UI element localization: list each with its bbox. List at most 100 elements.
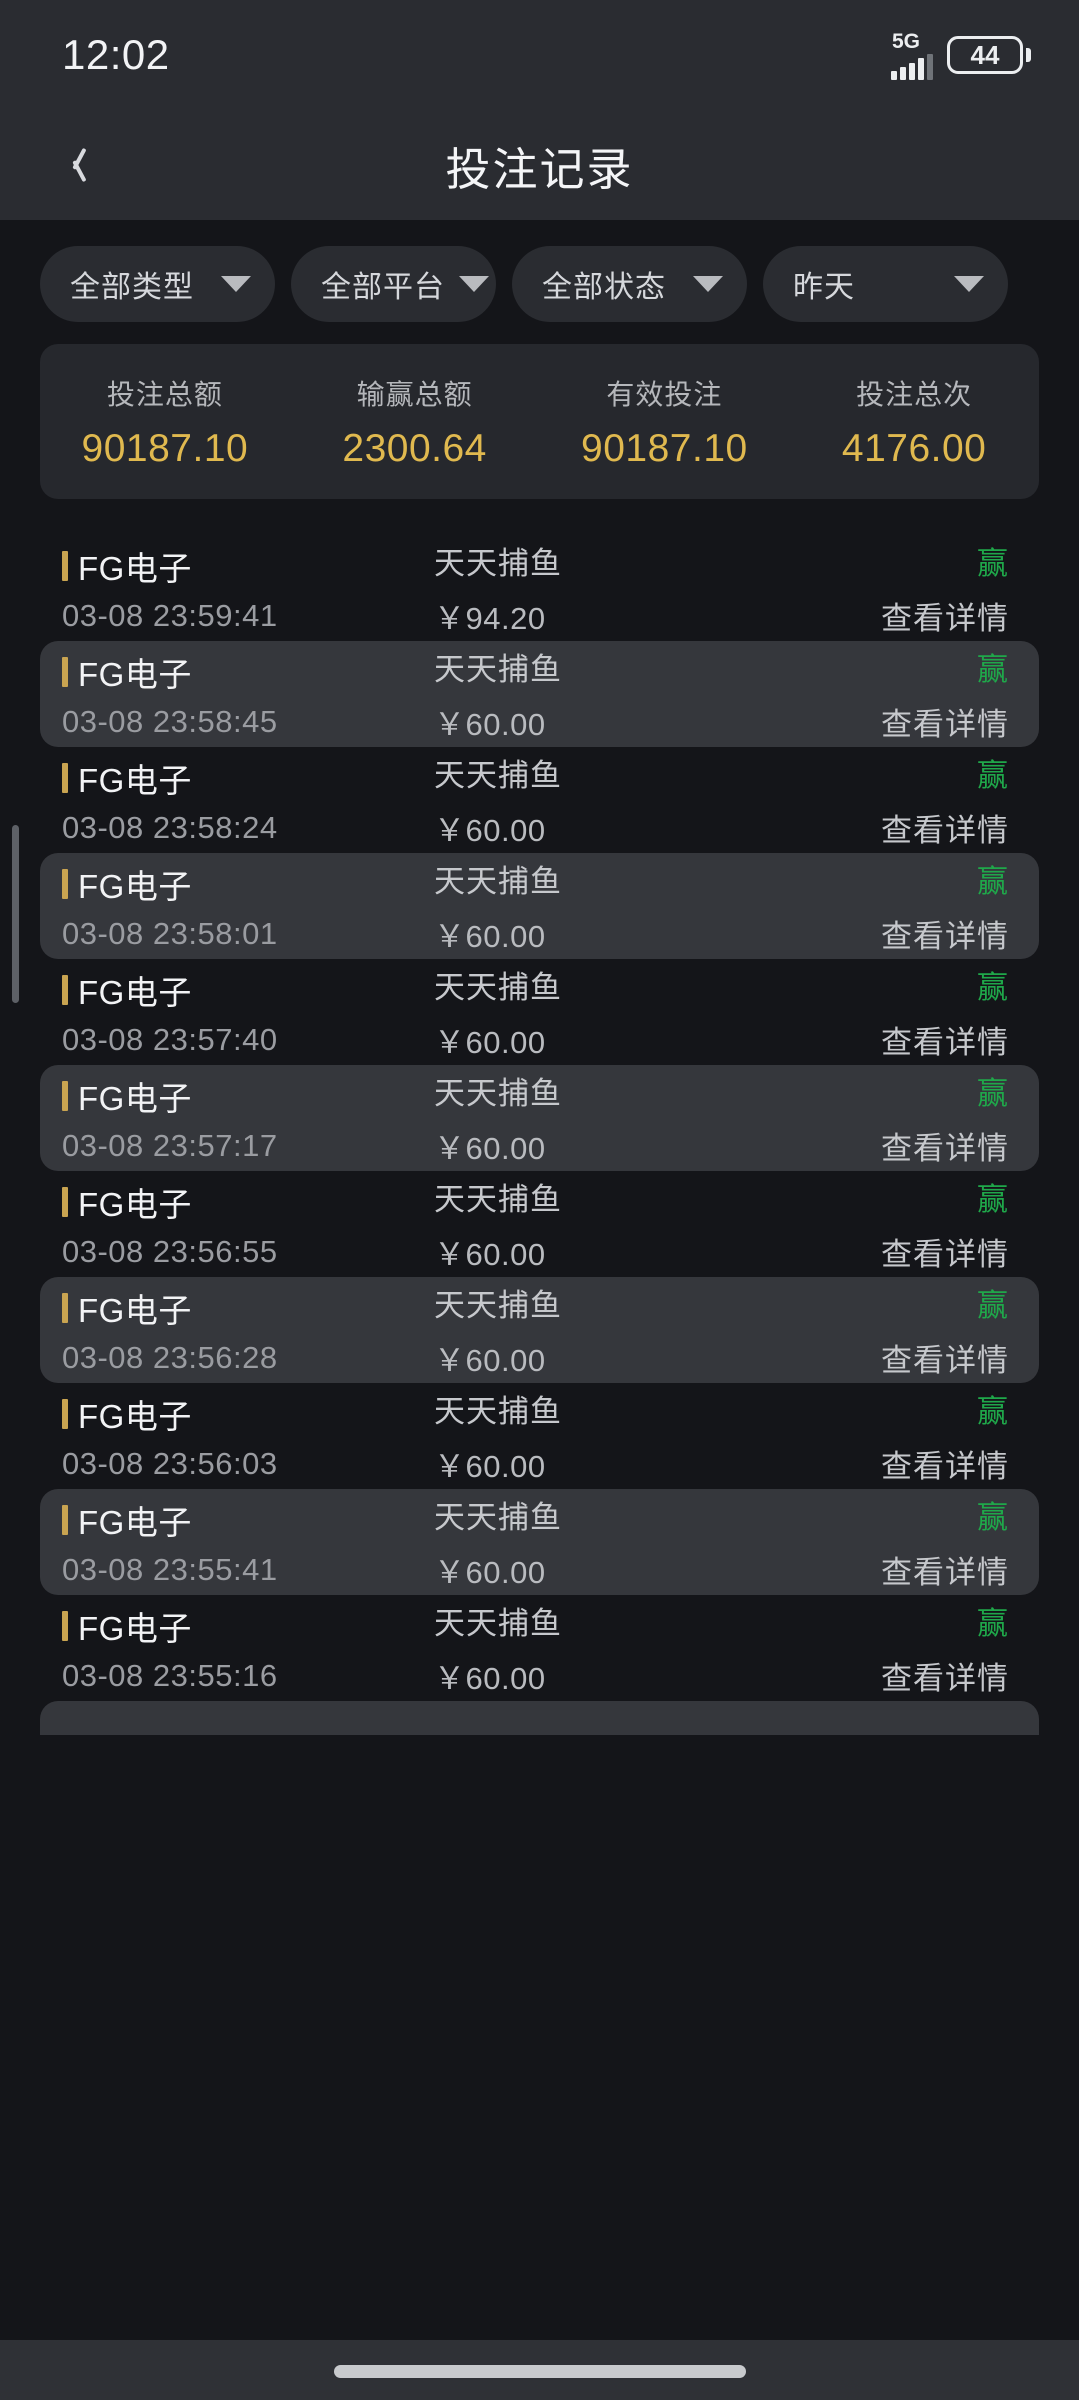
record-amount: ￥60.00 (434, 1237, 546, 1272)
record-brand: FG电子 (78, 868, 192, 905)
filter-status-dropdown[interactable]: 全部状态 (512, 246, 747, 322)
summary-bet-count-label: 投注总次 (856, 378, 973, 410)
summary-valid-bet-value: 90187.10 (581, 426, 748, 470)
record-game: 天天捕鱼 (434, 1182, 562, 1217)
page-title: 投注记录 (445, 143, 634, 195)
status-badge: 赢 (977, 1182, 1009, 1217)
summary-total-bet-value: 90187.10 (81, 426, 249, 470)
record-list: FG电子 03-08 23:59:41 天天捕鱼 ￥94.20 赢 查看详情 F… (0, 535, 1079, 1735)
status-badge: 赢 (977, 1500, 1009, 1535)
battery-icon: 44 (947, 36, 1031, 74)
record-brand: FG电子 (78, 1610, 192, 1647)
status-bar-clock: 12:02 (62, 31, 170, 78)
view-detail-link[interactable]: 查看详情 (881, 1661, 1009, 1696)
view-detail-link[interactable]: 查看详情 (881, 1343, 1009, 1378)
view-detail-link[interactable]: 查看详情 (881, 1237, 1009, 1272)
view-detail-link[interactable]: 查看详情 (881, 707, 1009, 742)
filter-date-dropdown[interactable]: 昨天 (763, 246, 1008, 322)
accent-bar-icon (62, 1293, 68, 1323)
summary-win-loss-label: 输赢总额 (356, 378, 473, 410)
record-amount: ￥60.00 (434, 1555, 546, 1590)
record-brand: FG电子 (78, 1186, 192, 1223)
record-brand: FG电子 (78, 550, 192, 587)
view-detail-link[interactable]: 查看详情 (881, 1025, 1009, 1060)
summary-total-bet: 投注总额 90187.10 (40, 373, 290, 471)
scrollbar-thumb[interactable] (12, 825, 19, 1003)
chevron-left-icon (64, 146, 86, 184)
summary-valid-bet-label: 有效投注 (606, 378, 723, 410)
filter-bar: 全部类型 全部平台 全部状态 昨天 (0, 220, 1079, 344)
record-brand: FG电子 (78, 762, 192, 799)
accent-bar-icon (62, 551, 68, 581)
view-detail-link[interactable]: 查看详情 (881, 919, 1009, 954)
status-badge: 赢 (977, 546, 1009, 581)
accent-bar-icon (62, 1611, 68, 1641)
table-row[interactable]: FG电子 03-08 23:58:24 天天捕鱼 ￥60.00 赢 查看详情 (40, 747, 1039, 853)
filter-platform-dropdown[interactable]: 全部平台 (291, 246, 496, 322)
view-detail-link[interactable]: 查看详情 (881, 601, 1009, 636)
battery-level-label: 44 (970, 40, 1000, 70)
record-game: 天天捕鱼 (434, 864, 562, 899)
filter-type-label: 全部类型 (70, 271, 194, 304)
status-badge: 赢 (977, 1288, 1009, 1323)
record-amount: ￥60.00 (434, 1025, 546, 1060)
chevron-down-icon (221, 276, 251, 292)
record-amount: ￥60.00 (434, 707, 546, 742)
accent-bar-icon (62, 657, 68, 687)
table-row[interactable]: FG电子 03-08 23:56:28 天天捕鱼 ￥60.00 赢 查看详情 (40, 1277, 1039, 1383)
table-row[interactable]: FG电子 03-08 23:58:01 天天捕鱼 ￥60.00 赢 查看详情 (40, 853, 1039, 959)
status-badge: 赢 (977, 652, 1009, 687)
table-row[interactable]: FG电子 03-08 23:57:17 天天捕鱼 ￥60.00 赢 查看详情 (40, 1065, 1039, 1171)
record-amount: ￥60.00 (434, 1343, 546, 1378)
record-game: 天天捕鱼 (434, 1606, 562, 1641)
cellular-signal-icon: 5G (891, 31, 933, 80)
summary-panel-wrapper: 投注总额 90187.10 输赢总额 2300.64 有效投注 90187.10… (0, 344, 1079, 499)
record-game: 天天捕鱼 (434, 758, 562, 793)
view-detail-link[interactable]: 查看详情 (881, 1555, 1009, 1590)
table-row-partial[interactable] (40, 1701, 1039, 1735)
record-time: 03-08 23:56:55 (62, 1234, 278, 1269)
table-row[interactable]: FG电子 03-08 23:56:55 天天捕鱼 ￥60.00 赢 查看详情 (40, 1171, 1039, 1277)
filter-date-label: 昨天 (793, 271, 855, 304)
record-amount: ￥60.00 (434, 1131, 546, 1166)
record-amount: ￥60.00 (434, 1661, 546, 1696)
view-detail-link[interactable]: 查看详情 (881, 1131, 1009, 1166)
view-detail-link[interactable]: 查看详情 (881, 813, 1009, 848)
accent-bar-icon (62, 763, 68, 793)
view-detail-link[interactable]: 查看详情 (881, 1449, 1009, 1484)
record-time: 03-08 23:58:45 (62, 704, 278, 739)
back-button[interactable] (40, 130, 110, 200)
status-bar: 12:02 5G 44 (0, 0, 1079, 110)
table-row[interactable]: FG电子 03-08 23:55:16 天天捕鱼 ￥60.00 赢 查看详情 (40, 1595, 1039, 1701)
table-row[interactable]: FG电子 03-08 23:58:45 天天捕鱼 ￥60.00 赢 查看详情 (40, 641, 1039, 747)
record-game: 天天捕鱼 (434, 1394, 562, 1429)
status-badge: 赢 (977, 970, 1009, 1005)
table-row[interactable]: FG电子 03-08 23:55:41 天天捕鱼 ￥60.00 赢 查看详情 (40, 1489, 1039, 1595)
chevron-down-icon (954, 276, 984, 292)
table-row[interactable]: FG电子 03-08 23:57:40 天天捕鱼 ￥60.00 赢 查看详情 (40, 959, 1039, 1065)
table-row[interactable]: FG电子 03-08 23:56:03 天天捕鱼 ￥60.00 赢 查看详情 (40, 1383, 1039, 1489)
record-game: 天天捕鱼 (434, 1076, 562, 1111)
record-game: 天天捕鱼 (434, 1500, 562, 1535)
page-header: 投注记录 (0, 110, 1079, 220)
status-badge: 赢 (977, 758, 1009, 793)
record-brand: FG电子 (78, 1504, 192, 1541)
filter-type-dropdown[interactable]: 全部类型 (40, 246, 275, 322)
summary-panel: 投注总额 90187.10 输赢总额 2300.64 有效投注 90187.10… (40, 344, 1039, 499)
record-time: 03-08 23:57:17 (62, 1128, 278, 1163)
table-row[interactable]: FG电子 03-08 23:59:41 天天捕鱼 ￥94.20 赢 查看详情 (40, 535, 1039, 641)
accent-bar-icon (62, 1399, 68, 1429)
status-badge: 赢 (977, 1394, 1009, 1429)
chevron-down-icon (693, 276, 723, 292)
signal-bars-icon (891, 53, 933, 80)
record-amount: ￥94.20 (434, 601, 546, 636)
summary-bet-count: 投注总次 4176.00 (789, 373, 1039, 471)
record-game: 天天捕鱼 (434, 1288, 562, 1323)
summary-total-bet-label: 投注总额 (106, 378, 223, 410)
filter-platform-label: 全部平台 (321, 271, 445, 304)
accent-bar-icon (62, 975, 68, 1005)
record-brand: FG电子 (78, 656, 192, 693)
home-indicator[interactable] (333, 2365, 746, 2378)
network-type-label: 5G (892, 29, 921, 53)
